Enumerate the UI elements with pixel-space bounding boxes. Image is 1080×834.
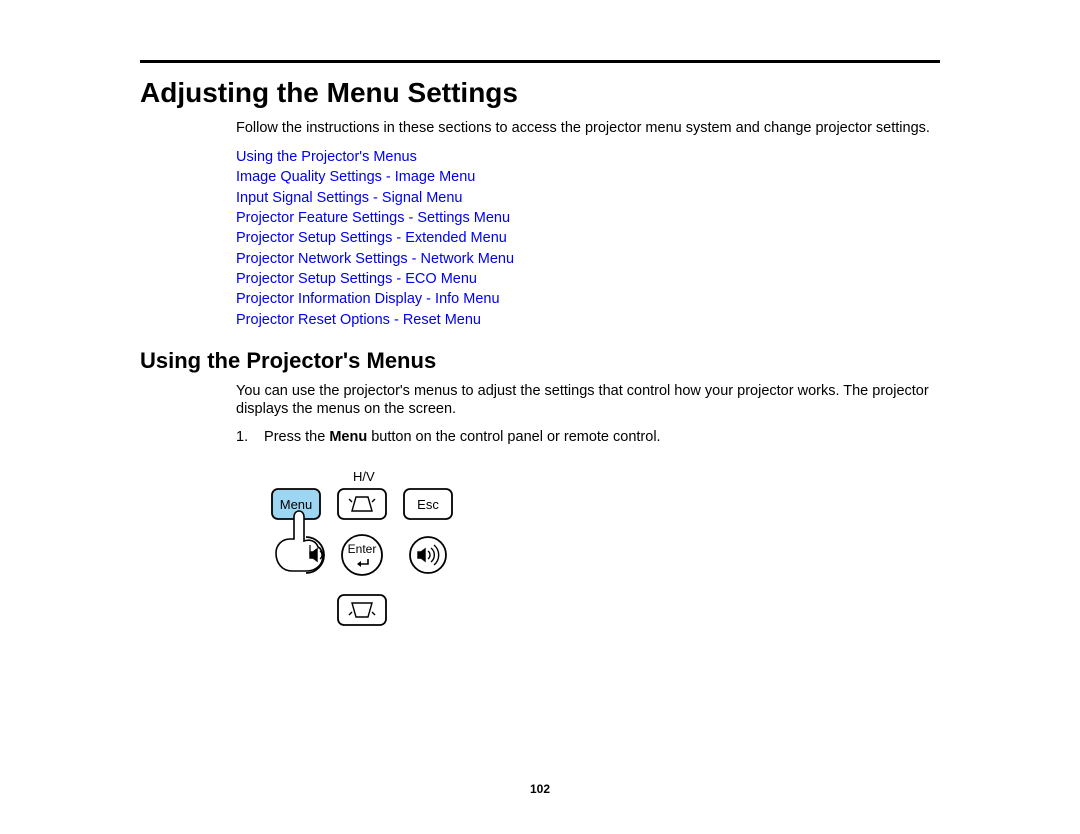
step-text-after: button on the control panel or remote co… xyxy=(367,429,660,445)
link-network-menu[interactable]: Projector Network Settings - Network Men… xyxy=(236,249,940,269)
section-intro: You can use the projector's menus to adj… xyxy=(236,382,940,418)
link-eco-menu[interactable]: Projector Setup Settings - ECO Menu xyxy=(236,269,940,289)
menu-button-label: Menu xyxy=(280,497,313,512)
section-title: Using the Projector's Menus xyxy=(140,348,940,374)
step-number: 1. xyxy=(236,428,260,447)
link-using-menus[interactable]: Using the Projector's Menus xyxy=(236,147,940,167)
step-1: 1. Press the Menu button on the control … xyxy=(236,428,940,447)
link-info-menu[interactable]: Projector Information Display - Info Men… xyxy=(236,289,940,309)
horizontal-rule xyxy=(140,60,940,63)
control-panel-diagram: H/V Menu Esc xyxy=(266,467,940,647)
link-extended-menu[interactable]: Projector Setup Settings - Extended Menu xyxy=(236,228,940,248)
hv-label: H/V xyxy=(353,469,375,484)
link-settings-menu[interactable]: Projector Feature Settings - Settings Me… xyxy=(236,208,940,228)
step-text-before: Press the xyxy=(264,429,329,445)
link-list: Using the Projector's Menus Image Qualit… xyxy=(236,147,940,330)
hand-icon xyxy=(276,511,323,571)
keystone-down-button xyxy=(338,595,386,625)
page-title: Adjusting the Menu Settings xyxy=(140,77,940,109)
link-reset-menu[interactable]: Projector Reset Options - Reset Menu xyxy=(236,310,940,330)
step-bold: Menu xyxy=(329,429,367,445)
page-number: 102 xyxy=(0,782,1080,796)
volume-up-button xyxy=(410,537,446,573)
keystone-up-button xyxy=(338,489,386,519)
enter-button-label: Enter xyxy=(348,542,377,556)
esc-button-label: Esc xyxy=(417,497,439,512)
link-signal-menu[interactable]: Input Signal Settings - Signal Menu xyxy=(236,188,940,208)
link-image-menu[interactable]: Image Quality Settings - Image Menu xyxy=(236,167,940,187)
intro-text: Follow the instructions in these section… xyxy=(236,119,940,137)
